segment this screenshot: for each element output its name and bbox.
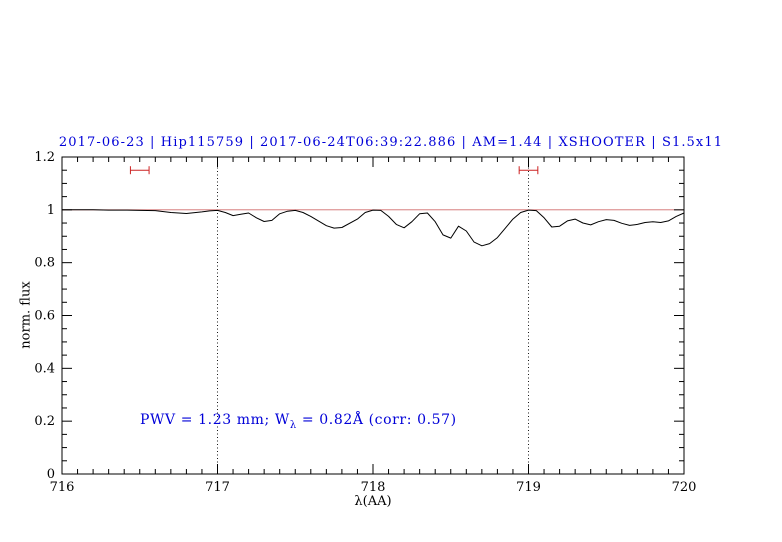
x-tick-label: 716 [50,480,75,495]
y-tick-label: 1 [47,203,55,218]
pwv-annotation: PWV = 1.23 mm; Wλ = 0.82Å (corr: 0.57) [140,412,457,431]
y-tick-label: 0 [47,467,55,482]
x-tick-label: 718 [361,480,386,495]
pwv-annotation-subscript: λ [289,419,297,431]
y-tick-label: 0.8 [34,256,55,271]
plot-title-text: 2017-06-23 | Hip115759 | 2017-06-24T06:3… [58,135,724,150]
x-tick-label: 720 [672,480,697,495]
y-tick-label: 0.6 [34,309,55,324]
x-axis-label: λ(AA) [354,494,392,509]
y-tick-label: 0.4 [34,361,55,376]
plot-title: 2017-06-23 | Hip115759 | 2017-06-24T06:3… [40,135,742,150]
spectrum-line [62,209,685,247]
x-tick-label: 717 [205,480,230,495]
pwv-annotation-suffix: = 0.82Å (corr: 0.57) [296,412,457,428]
y-tick-label: 0.2 [34,414,55,429]
x-tick-label: 719 [516,480,541,495]
pwv-annotation-prefix: PWV = 1.23 mm; W [140,412,290,428]
y-tick-label: 1.2 [34,150,55,165]
